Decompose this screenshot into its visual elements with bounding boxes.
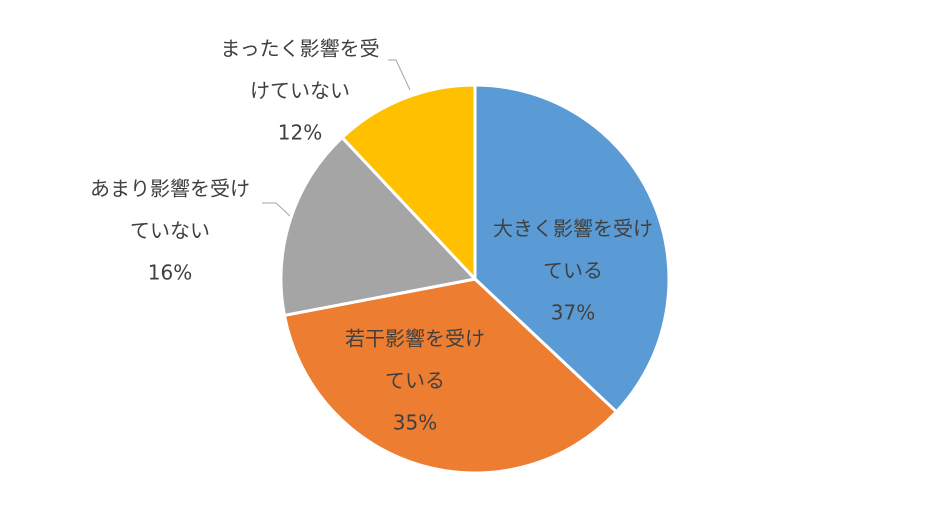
slice-label: ている xyxy=(385,369,445,393)
slice-label: まったく影響を受 xyxy=(220,37,379,61)
value-label: 16% xyxy=(148,261,192,285)
leader-line xyxy=(262,202,292,218)
pie-slice xyxy=(282,277,619,475)
value-label: 37% xyxy=(551,301,595,325)
slice-label: ている xyxy=(543,259,603,283)
pie-slice xyxy=(473,83,671,414)
pie-slice xyxy=(340,83,477,283)
leader-line xyxy=(388,59,411,91)
slice-label: けていない xyxy=(250,79,350,103)
pie-slice xyxy=(279,135,478,318)
value-label: 12% xyxy=(278,121,322,145)
slice-label: あまり影響を受け xyxy=(90,177,250,201)
slice-label: 大きく影響を受け xyxy=(493,217,653,241)
value-label: 35% xyxy=(393,411,437,435)
slice-label: 若干影響を受け xyxy=(345,327,485,351)
slice-label: ていない xyxy=(130,219,210,243)
